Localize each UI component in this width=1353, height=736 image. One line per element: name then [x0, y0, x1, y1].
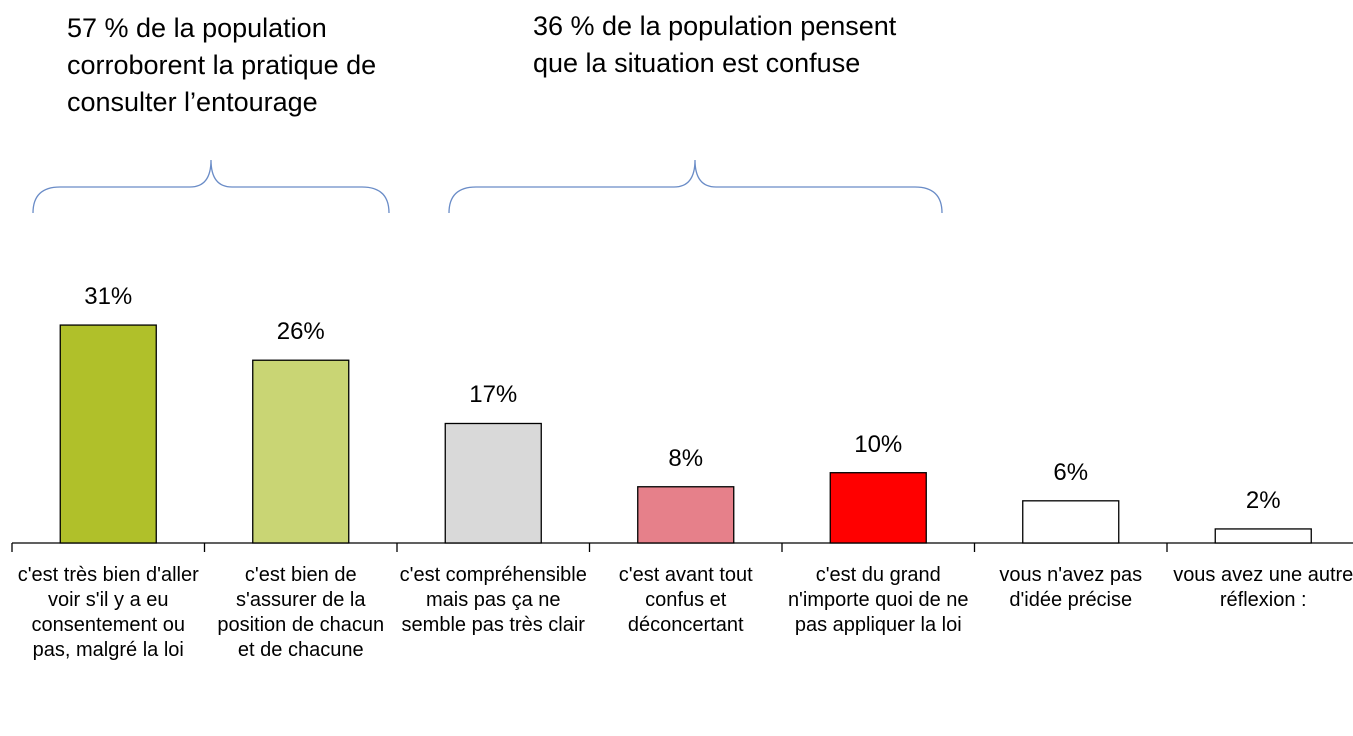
bar [637, 486, 735, 544]
data-label: 31% [84, 283, 133, 311]
data-label: 8% [668, 444, 704, 472]
brace [448, 159, 943, 214]
annotation: 36 % de la population pensent que la sit… [533, 11, 897, 78]
x-tick-label: c'est très bien d'aller voir s'il y a eu… [17, 564, 199, 661]
x-tick-label: c'est du grand n'importe quoi de ne pas … [787, 564, 969, 636]
x-tick-label: c'est compréhensible mais pas ça ne semb… [399, 564, 587, 636]
brace [32, 159, 390, 214]
data-label: 2% [1245, 486, 1281, 514]
bar [59, 324, 157, 544]
x-tick-label: vous n'avez pas d'idée précise [999, 564, 1143, 611]
x-tick-label: c'est avant tout confus et déconcertant [618, 564, 753, 636]
x-tick-label: c'est bien de s'assurer de la position d… [217, 564, 385, 661]
data-label: 17% [469, 381, 518, 409]
data-label: 10% [854, 430, 903, 458]
data-label: 6% [1053, 458, 1089, 486]
bar [1214, 528, 1312, 544]
data-label: 26% [276, 318, 325, 346]
bar [829, 472, 927, 544]
x-tick-label: vous avez une autre réflexion : [1173, 564, 1353, 611]
bar [444, 422, 542, 544]
bar [252, 359, 350, 544]
annotation: 57 % de la population corroborent la pra… [67, 13, 377, 117]
bar [1022, 500, 1120, 544]
